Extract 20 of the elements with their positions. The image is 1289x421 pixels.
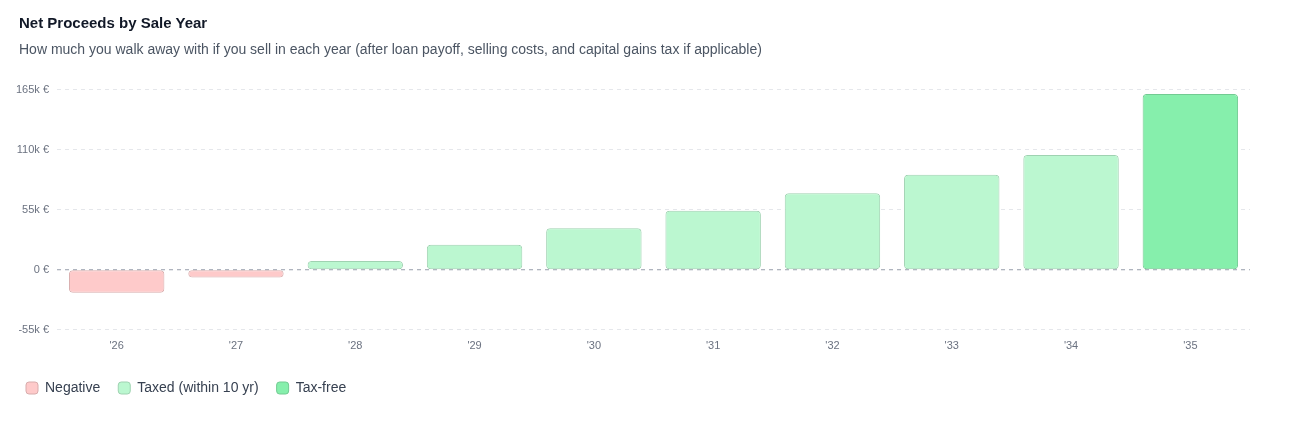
x-tick-label: '29 — [467, 339, 482, 352]
chart-subtitle: How much you walk away with if you sell in each year (after loan payoff, selling costs, and capital gains tax if applicable) — [19, 41, 763, 57]
legend-label: Tax-free — [295, 378, 347, 395]
x-tick-label: '33 — [944, 339, 959, 352]
legend-label: Negative — [45, 378, 101, 395]
y-tick-label: 110k € — [16, 142, 50, 155]
y-tick-label: 55k € — [22, 202, 50, 215]
x-tick-label: '26 — [109, 339, 124, 352]
y-tick-label: -55k € — [18, 322, 50, 335]
chart-title: Net Proceeds by Sale Year — [19, 14, 209, 31]
x-tick-label: '30 — [586, 339, 602, 352]
x-tick-label: '27 — [228, 339, 244, 352]
x-tick-label: '28 — [348, 339, 363, 352]
x-tick-label: '34 — [1063, 339, 1079, 352]
x-tick-label: '35 — [1183, 339, 1198, 352]
legend-label: Taxed (within 10 yr) — [137, 378, 259, 395]
x-tick-label: '31 — [705, 339, 721, 352]
y-tick-label: 0 € — [33, 262, 50, 275]
y-tick-label: 165k € — [16, 82, 50, 95]
x-tick-label: '32 — [825, 339, 840, 352]
